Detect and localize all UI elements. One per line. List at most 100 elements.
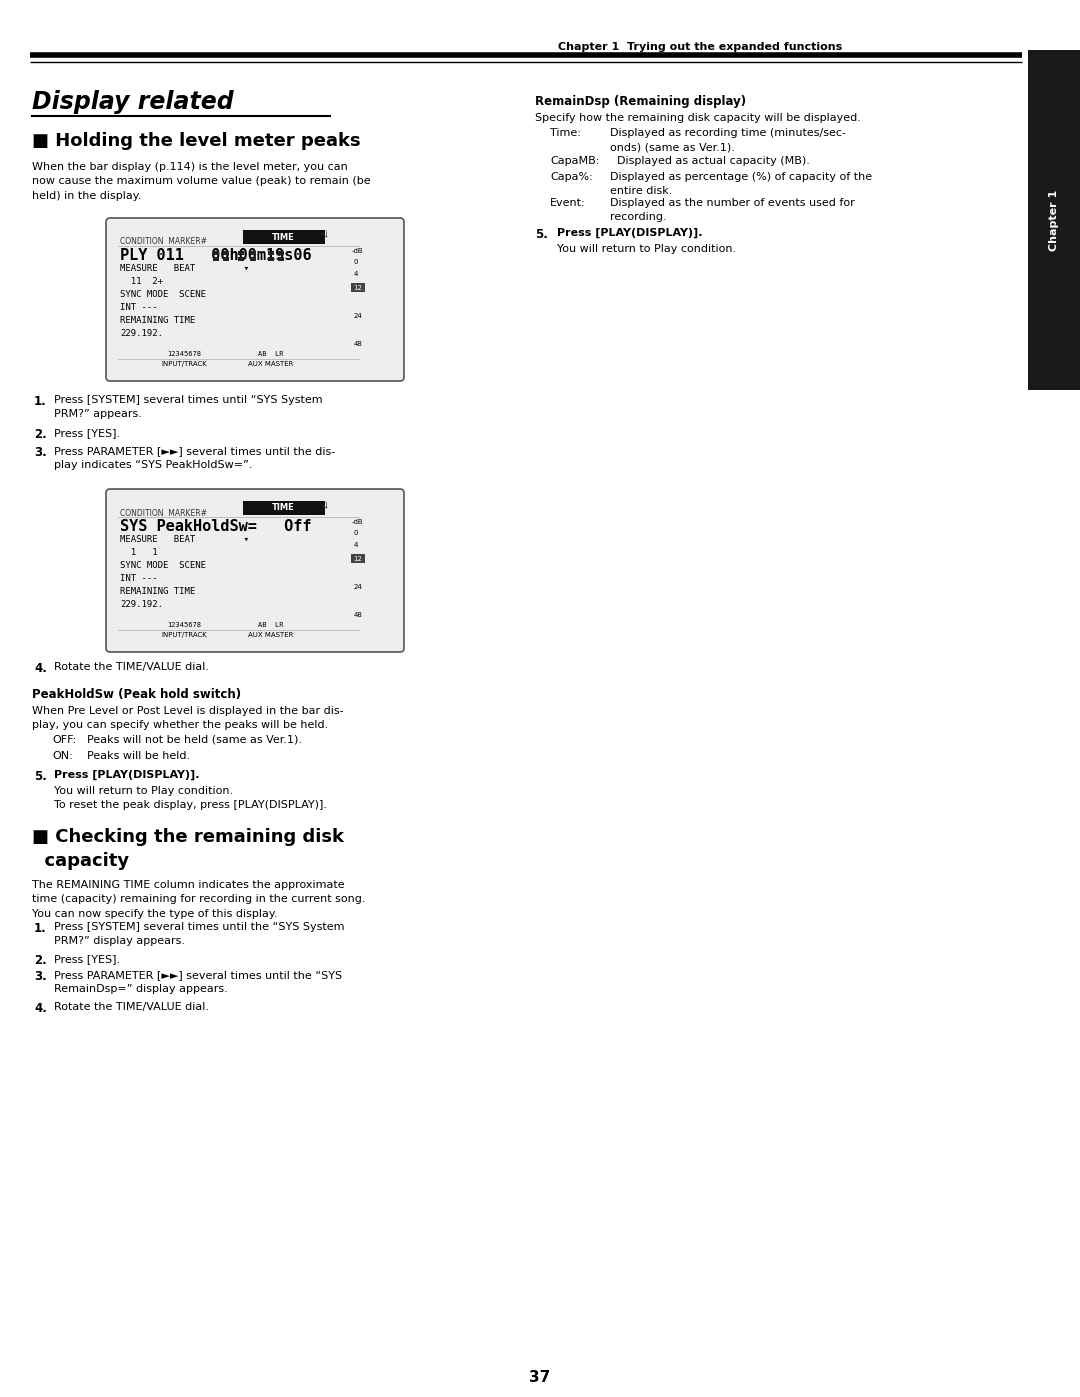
Text: 24: 24 (354, 584, 363, 590)
Text: Peaks will be held.: Peaks will be held. (87, 752, 190, 761)
Bar (249, 251, 256, 256)
Text: MEASURE   BEAT         ▾: MEASURE BEAT ▾ (120, 264, 249, 272)
Text: 3.: 3. (33, 970, 46, 983)
Text: Press PARAMETER [►►] several times until the dis-
play indicates “SYS PeakHoldSw: Press PARAMETER [►►] several times until… (54, 446, 335, 469)
Bar (278, 251, 284, 256)
Text: Press [YES].: Press [YES]. (54, 954, 120, 964)
Text: AB  LR: AB LR (258, 351, 283, 358)
Text: Rotate the TIME/VALUE dial.: Rotate the TIME/VALUE dial. (54, 662, 210, 672)
Text: INPUT/TRACK: INPUT/TRACK (161, 360, 206, 367)
Text: CONDITION  MARKER#: CONDITION MARKER# (120, 509, 207, 517)
FancyBboxPatch shape (106, 218, 404, 381)
Text: You will return to Play condition.: You will return to Play condition. (557, 244, 737, 254)
Text: 1.: 1. (33, 922, 46, 935)
Bar (238, 251, 244, 256)
Text: REMAINING TIME: REMAINING TIME (120, 587, 195, 597)
Text: Peaks will not be held (same as Ver.1).: Peaks will not be held (same as Ver.1). (87, 735, 302, 745)
Text: 24: 24 (354, 313, 363, 319)
Bar (351, 284, 365, 292)
Text: 12: 12 (353, 285, 363, 291)
Text: PeakHoldSw (Peak hold switch): PeakHoldSw (Peak hold switch) (32, 687, 241, 701)
Text: To reset the peak display, press [PLAY(DISPLAY)].: To reset the peak display, press [PLAY(D… (54, 800, 327, 810)
Text: INT ---: INT --- (120, 574, 158, 583)
Bar (243, 231, 325, 244)
Text: The REMAINING TIME column indicates the approximate
time (capacity) remaining fo: The REMAINING TIME column indicates the … (32, 880, 365, 919)
Text: AB  LR: AB LR (258, 622, 283, 629)
Text: Displayed as recording time (minutes/sec-
onds) (same as Ver.1).: Displayed as recording time (minutes/sec… (610, 129, 846, 152)
Text: AUX MASTER: AUX MASTER (248, 360, 294, 367)
Text: Display related: Display related (32, 89, 233, 115)
Text: REMAINING TIME: REMAINING TIME (120, 316, 195, 326)
Text: INT ---: INT --- (120, 303, 158, 312)
Text: Press PARAMETER [►►] several times until the “SYS
RemainDsp=” display appears.: Press PARAMETER [►►] several times until… (54, 970, 342, 995)
Text: Displayed as percentage (%) of capacity of the
entire disk.: Displayed as percentage (%) of capacity … (610, 172, 873, 196)
Bar (213, 251, 219, 256)
Text: 5.: 5. (535, 228, 548, 242)
Text: 4: 4 (354, 542, 359, 548)
Text: CapaMB:: CapaMB: (550, 156, 599, 166)
Text: 1   1: 1 1 (120, 548, 163, 557)
Bar (243, 502, 325, 515)
Text: CONDITION  MARKER#: CONDITION MARKER# (120, 237, 207, 246)
Text: 48: 48 (354, 612, 363, 617)
Text: You will return to Play condition.: You will return to Play condition. (54, 787, 233, 796)
Text: SYNC MODE  SCENE: SYNC MODE SCENE (120, 291, 206, 299)
Bar (268, 257, 274, 261)
Bar (268, 251, 274, 256)
Text: OFF:: OFF: (52, 735, 77, 745)
Text: 4.: 4. (33, 1002, 46, 1016)
Text: 0: 0 (354, 258, 359, 265)
Bar (278, 257, 284, 261)
Text: Press [SYSTEM] several times until the “SYS System
PRM?” display appears.: Press [SYSTEM] several times until the “… (54, 922, 345, 946)
Text: MEASURE   BEAT         ▾: MEASURE BEAT ▾ (120, 535, 249, 543)
Bar (351, 555, 365, 563)
Text: Displayed as actual capacity (MB).: Displayed as actual capacity (MB). (617, 156, 810, 166)
Text: 11  2+: 11 2+ (120, 277, 168, 286)
Text: 3.: 3. (33, 446, 46, 460)
Text: Event:: Event: (550, 198, 585, 208)
Text: SYS PeakHoldSw=   Off: SYS PeakHoldSw= Off (120, 520, 312, 534)
Text: ■ Checking the remaining disk: ■ Checking the remaining disk (32, 828, 345, 847)
Text: 229.192.: 229.192. (120, 330, 163, 338)
Text: Press [PLAY(DISPLAY)].: Press [PLAY(DISPLAY)]. (54, 770, 200, 781)
Bar (1028, 50, 1080, 390)
Text: 4.: 4. (33, 662, 46, 675)
Text: 2.: 2. (33, 427, 46, 441)
Text: 12345678: 12345678 (166, 622, 201, 629)
Text: When the bar display (p.114) is the level meter, you can
now cause the maximum v: When the bar display (p.114) is the leve… (32, 162, 370, 201)
Text: ON:: ON: (52, 752, 72, 761)
Text: 12: 12 (353, 556, 363, 562)
Text: capacity: capacity (32, 852, 130, 870)
Bar (249, 257, 256, 261)
Text: Time:: Time: (550, 129, 581, 138)
Text: 229.192.: 229.192. (120, 599, 163, 609)
Text: Rotate the TIME/VALUE dial.: Rotate the TIME/VALUE dial. (54, 1002, 210, 1011)
FancyBboxPatch shape (106, 489, 404, 652)
Bar (222, 257, 229, 261)
Text: Chapter 1: Chapter 1 (1049, 190, 1059, 250)
Text: Press [YES].: Press [YES]. (54, 427, 120, 439)
Text: When Pre Level or Post Level is displayed in the bar dis-
play, you can specify : When Pre Level or Post Level is displaye… (32, 705, 343, 731)
Text: 12345678: 12345678 (166, 351, 201, 358)
Bar (213, 257, 219, 261)
Text: TIME: TIME (272, 503, 295, 513)
Text: AUX MASTER: AUX MASTER (248, 631, 294, 638)
Text: Chapter 1  Trying out the expanded functions: Chapter 1 Trying out the expanded functi… (558, 42, 842, 52)
Text: 4: 4 (354, 271, 359, 277)
Text: Capa%:: Capa%: (550, 172, 593, 182)
Text: 37: 37 (529, 1370, 551, 1384)
Bar (238, 257, 244, 261)
Text: TIME: TIME (272, 232, 295, 242)
Text: SYNC MODE  SCENE: SYNC MODE SCENE (120, 562, 206, 570)
Text: Press [SYSTEM] several times until “SYS System
PRM?” appears.: Press [SYSTEM] several times until “SYS … (54, 395, 323, 419)
Text: 1.: 1. (33, 395, 46, 408)
Text: PLY 011   00h00m19s06: PLY 011 00h00m19s06 (120, 249, 312, 263)
Text: Press [PLAY(DISPLAY)].: Press [PLAY(DISPLAY)]. (557, 228, 702, 239)
Text: 2.: 2. (33, 954, 46, 967)
Text: Specify how the remaining disk capacity will be displayed.: Specify how the remaining disk capacity … (535, 113, 861, 123)
Text: -dB: -dB (352, 520, 364, 525)
Text: 0: 0 (354, 529, 359, 536)
Text: INPUT/TRACK: INPUT/TRACK (161, 631, 206, 638)
Text: 48: 48 (354, 341, 363, 346)
Bar (222, 251, 229, 256)
